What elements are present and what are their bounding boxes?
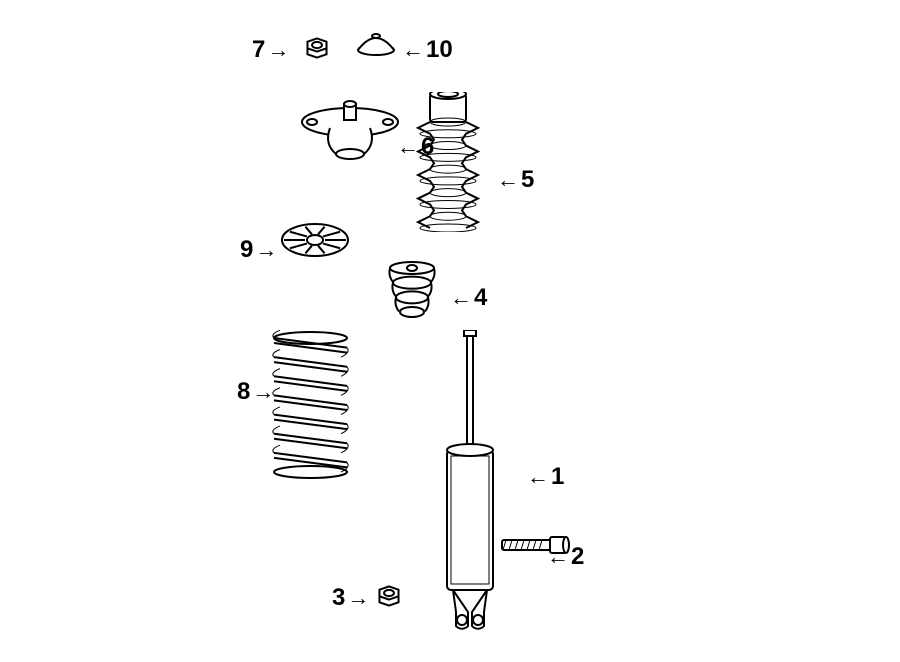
shock-absorber xyxy=(420,330,520,630)
dust-boot xyxy=(412,92,484,232)
arrow-left-icon: ← xyxy=(397,136,419,158)
upper-mount xyxy=(300,100,400,160)
callout-3: 3→ xyxy=(332,586,371,610)
arrow-left-icon: ← xyxy=(527,466,549,488)
callout-number: 8 xyxy=(237,380,250,404)
callout-number: 7 xyxy=(252,38,265,62)
callout-4: ←4 xyxy=(448,286,487,310)
callout-1: ←1 xyxy=(525,465,564,489)
callout-5: ←5 xyxy=(495,168,534,192)
callout-number: 5 xyxy=(521,168,534,192)
callout-2: ←2 xyxy=(545,545,584,569)
arrow-left-icon: ← xyxy=(402,39,424,61)
callout-number: 4 xyxy=(474,286,487,310)
parts-diagram: ←1←23→←4←5←67→8→9→←10 xyxy=(0,0,900,662)
upper-nut xyxy=(300,30,334,60)
arrow-right-icon: → xyxy=(347,587,369,609)
callout-8: 8→ xyxy=(237,380,276,404)
callout-number: 6 xyxy=(421,135,434,159)
callout-number: 1 xyxy=(551,465,564,489)
arrow-right-icon: → xyxy=(267,39,289,61)
lower-nut xyxy=(372,578,406,608)
coil-spring xyxy=(268,330,353,480)
callout-6: ←6 xyxy=(395,135,434,159)
arrow-right-icon: → xyxy=(252,381,274,403)
callout-number: 10 xyxy=(426,38,453,62)
arrow-left-icon: ← xyxy=(547,546,569,568)
arrow-right-icon: → xyxy=(255,239,277,261)
callout-number: 9 xyxy=(240,238,253,262)
callout-number: 2 xyxy=(571,545,584,569)
callout-7: 7→ xyxy=(252,38,291,62)
callout-9: 9→ xyxy=(240,238,279,262)
callout-10: ←10 xyxy=(400,38,453,62)
spring-seat xyxy=(280,222,350,258)
arrow-left-icon: ← xyxy=(497,169,519,191)
upper-cap xyxy=(356,30,396,56)
bump-stop xyxy=(388,260,436,320)
callout-number: 3 xyxy=(332,586,345,610)
arrow-left-icon: ← xyxy=(450,287,472,309)
